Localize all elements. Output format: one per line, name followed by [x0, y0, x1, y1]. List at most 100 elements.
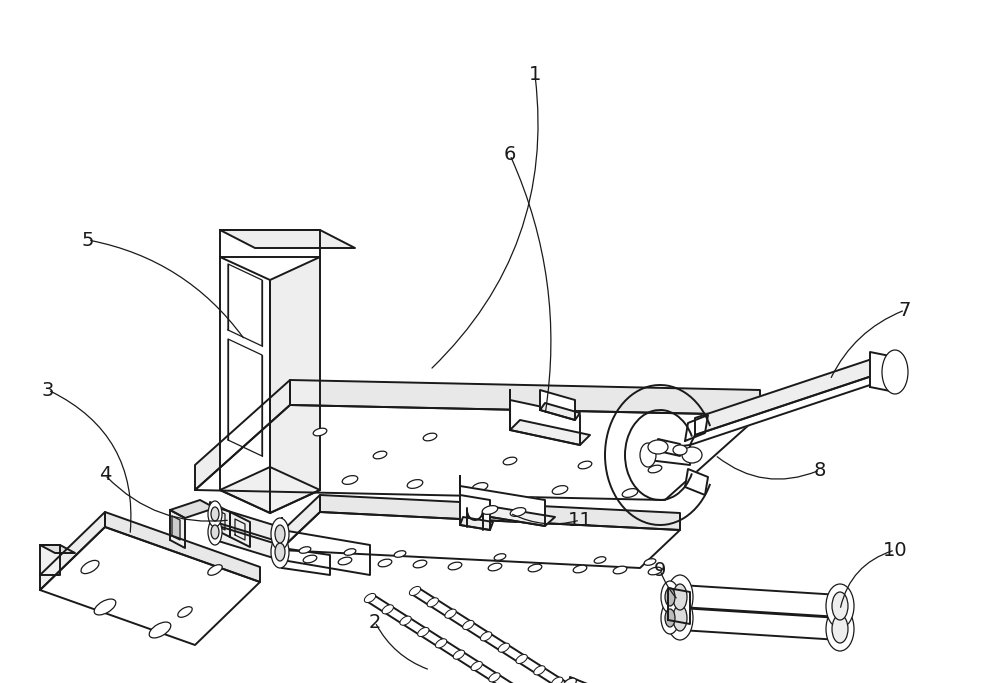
Polygon shape	[40, 512, 105, 590]
Ellipse shape	[661, 581, 679, 613]
Polygon shape	[228, 264, 262, 346]
Ellipse shape	[564, 678, 576, 683]
Polygon shape	[215, 525, 280, 560]
Ellipse shape	[208, 501, 222, 527]
Ellipse shape	[299, 546, 311, 553]
Polygon shape	[220, 230, 320, 257]
Ellipse shape	[510, 507, 526, 516]
Polygon shape	[460, 503, 555, 526]
Ellipse shape	[208, 519, 222, 545]
Polygon shape	[280, 495, 320, 550]
Polygon shape	[290, 380, 760, 415]
Polygon shape	[690, 375, 875, 445]
Polygon shape	[40, 545, 60, 575]
Ellipse shape	[498, 643, 510, 652]
Ellipse shape	[373, 451, 387, 459]
Polygon shape	[668, 588, 690, 624]
Polygon shape	[270, 257, 320, 513]
Ellipse shape	[648, 440, 668, 454]
Ellipse shape	[378, 559, 392, 567]
Ellipse shape	[578, 461, 592, 469]
Text: 3: 3	[42, 380, 54, 400]
Polygon shape	[680, 585, 840, 617]
Polygon shape	[228, 339, 262, 456]
Ellipse shape	[149, 622, 171, 638]
Polygon shape	[320, 495, 680, 530]
Ellipse shape	[271, 518, 289, 550]
Ellipse shape	[471, 661, 482, 671]
Polygon shape	[680, 608, 840, 640]
Text: 7: 7	[899, 301, 911, 320]
Polygon shape	[675, 585, 680, 613]
Text: 2: 2	[369, 613, 381, 632]
Ellipse shape	[534, 666, 545, 675]
Polygon shape	[282, 530, 370, 575]
Ellipse shape	[503, 457, 517, 465]
Ellipse shape	[413, 560, 427, 568]
Ellipse shape	[448, 562, 462, 570]
Polygon shape	[195, 405, 760, 500]
Ellipse shape	[409, 587, 421, 596]
Polygon shape	[510, 420, 590, 445]
Text: 6: 6	[504, 145, 516, 165]
Ellipse shape	[382, 604, 393, 614]
Ellipse shape	[435, 639, 447, 648]
Ellipse shape	[275, 543, 285, 561]
Polygon shape	[685, 469, 708, 495]
Ellipse shape	[489, 673, 500, 682]
Ellipse shape	[648, 465, 662, 473]
Ellipse shape	[211, 507, 219, 521]
Text: 5: 5	[82, 230, 94, 249]
Polygon shape	[220, 230, 355, 248]
Polygon shape	[220, 467, 320, 513]
Ellipse shape	[81, 560, 99, 574]
Polygon shape	[540, 390, 575, 420]
Polygon shape	[40, 545, 75, 553]
Polygon shape	[235, 519, 245, 540]
Ellipse shape	[313, 428, 327, 436]
Ellipse shape	[826, 607, 854, 651]
Polygon shape	[460, 495, 490, 530]
Polygon shape	[648, 445, 690, 465]
Polygon shape	[170, 510, 185, 548]
Ellipse shape	[826, 584, 854, 628]
Polygon shape	[230, 512, 250, 547]
Ellipse shape	[488, 563, 502, 571]
Ellipse shape	[303, 555, 317, 563]
Ellipse shape	[648, 567, 662, 575]
Polygon shape	[870, 352, 895, 392]
Text: 10: 10	[883, 540, 907, 559]
Ellipse shape	[342, 475, 358, 484]
Ellipse shape	[94, 599, 116, 615]
Ellipse shape	[573, 565, 587, 573]
Polygon shape	[170, 500, 215, 518]
Text: 8: 8	[814, 460, 826, 479]
Polygon shape	[215, 509, 225, 530]
Ellipse shape	[271, 536, 289, 568]
Ellipse shape	[178, 607, 192, 617]
Polygon shape	[105, 512, 260, 582]
Ellipse shape	[211, 525, 219, 539]
Ellipse shape	[400, 616, 411, 625]
Ellipse shape	[673, 605, 687, 631]
Polygon shape	[658, 439, 680, 456]
Ellipse shape	[665, 588, 675, 606]
Polygon shape	[570, 677, 590, 683]
Ellipse shape	[394, 550, 406, 557]
Ellipse shape	[427, 598, 438, 607]
Ellipse shape	[552, 677, 563, 683]
Ellipse shape	[423, 433, 437, 441]
Polygon shape	[540, 403, 580, 420]
Ellipse shape	[472, 483, 488, 491]
Ellipse shape	[494, 554, 506, 560]
Polygon shape	[172, 516, 180, 540]
Ellipse shape	[364, 594, 376, 602]
Polygon shape	[460, 486, 545, 526]
Ellipse shape	[418, 628, 429, 637]
Ellipse shape	[482, 505, 498, 514]
Polygon shape	[460, 517, 493, 530]
Ellipse shape	[552, 486, 568, 494]
Ellipse shape	[528, 564, 542, 572]
Polygon shape	[40, 527, 260, 645]
Polygon shape	[220, 257, 270, 513]
